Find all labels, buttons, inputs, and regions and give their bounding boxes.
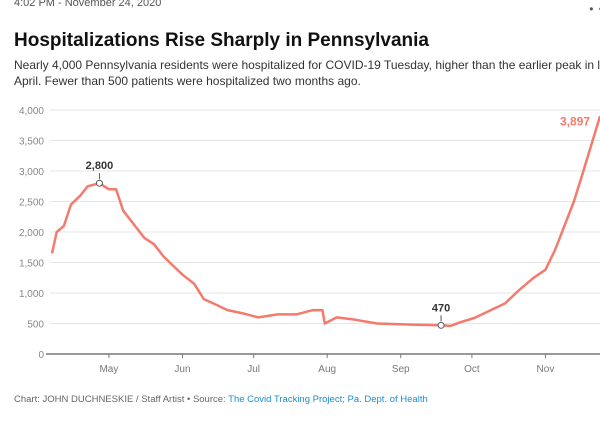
y-tick-label: 4,000 — [19, 106, 44, 117]
annotation-label: 2,800 — [86, 160, 114, 172]
y-tick-label: 1,500 — [19, 259, 44, 270]
x-tick-label: Sep — [392, 364, 410, 375]
annotation-label: 470 — [432, 302, 450, 314]
x-tick-label: Nov — [537, 364, 555, 375]
x-tick-label: May — [99, 364, 118, 375]
y-tick-label: 2,000 — [19, 228, 44, 239]
annotation-marker — [95, 179, 103, 187]
more-options-icon[interactable]: • • — [589, 2, 600, 16]
chart-credit: Chart: JOHN DUCHNESKIE / Staff Artist • … — [14, 394, 428, 405]
y-tick-label: 3,000 — [19, 167, 44, 178]
annotation-label-latest: 3,897 — [560, 114, 590, 128]
series-line-hospitalized — [50, 115, 600, 328]
chart-title: Hospitalizations Rise Sharply in Pennsyl… — [14, 30, 429, 51]
y-tick-label: 0 — [38, 350, 44, 361]
annotation-marker — [437, 321, 445, 329]
chart-subtitle: Nearly 4,000 Pennsylvania residents were… — [14, 58, 600, 88]
source-link[interactable]: The Covid Tracking Project; Pa. Dept. of… — [228, 394, 428, 405]
x-tick-label: Aug — [318, 364, 336, 375]
credit-text: Chart: JOHN DUCHNESKIE / Staff Artist • … — [14, 394, 229, 405]
x-tick-label: Jul — [247, 364, 260, 375]
y-tick-label: 3,500 — [19, 137, 44, 148]
y-tick-label: 2,500 — [19, 198, 44, 209]
y-tick-label: 500 — [27, 320, 44, 331]
x-tick-label: Oct — [464, 364, 480, 375]
y-tick-label: 1,000 — [19, 289, 44, 300]
timestamp: 4:02 PM - November 24, 2020 — [14, 0, 162, 9]
x-tick-label: Jun — [174, 364, 190, 375]
